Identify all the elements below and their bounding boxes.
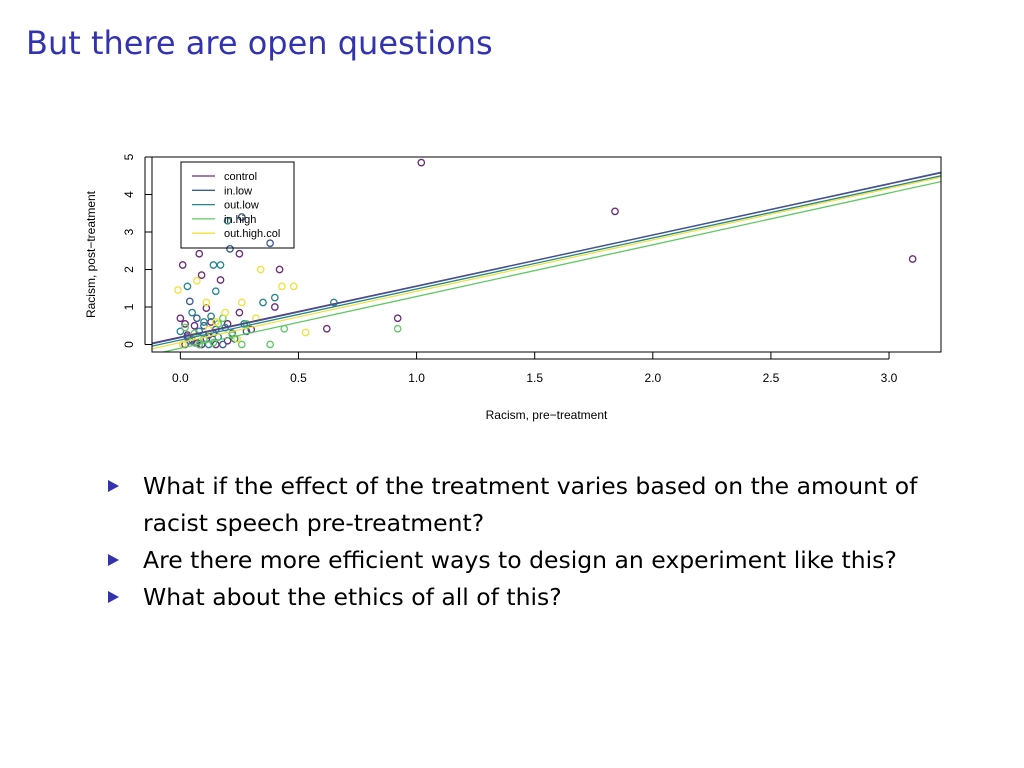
data-point <box>200 335 208 343</box>
y-axis-title: Racism, post−treatment <box>84 190 98 318</box>
data-point <box>204 340 213 349</box>
bullet-arrow-icon <box>108 554 119 566</box>
legend-box <box>180 161 295 249</box>
x-tick-label: 2.0 <box>644 371 661 385</box>
data-point <box>216 261 225 269</box>
y-tick-label: 0 <box>122 341 136 348</box>
data-point <box>178 261 187 269</box>
data-point <box>207 312 215 321</box>
legend-label: out.high.col <box>224 228 280 240</box>
data-point <box>216 276 225 284</box>
regression-line <box>152 171 941 345</box>
data-point <box>202 304 211 312</box>
data-point <box>176 314 185 323</box>
scatter-chart: 0.0 0.5 1.0 1.5 2.0 2.5 3.0 0 1 2 3 4 5 Racism, pre−t… <box>84 153 942 422</box>
y-tick-label: 1 <box>122 303 136 310</box>
bullet-text: Are there more efficient ways to design … <box>143 546 897 574</box>
data-point <box>219 340 227 349</box>
bullet-item: What about the ethics of all of this? <box>108 579 958 616</box>
bullet-item: What if the effect of the treatment vari… <box>108 468 958 542</box>
x-tick-label: 1.0 <box>408 371 425 385</box>
y-tick-label: 2 <box>122 266 136 273</box>
data-point <box>207 318 215 326</box>
data-point <box>259 298 267 307</box>
x-tick-label: 3.0 <box>881 371 898 385</box>
bullet-text: What if the effect of the treatment vari… <box>143 472 918 537</box>
data-point <box>289 282 298 291</box>
slide-title: But there are open questions <box>26 24 493 62</box>
legend-label: out.low <box>224 200 259 212</box>
regression-line <box>152 175 941 347</box>
data-point <box>235 249 244 258</box>
y-tick-label: 3 <box>122 228 136 235</box>
data-point <box>393 324 402 333</box>
legend-label: in.high <box>224 214 256 226</box>
y-tick-label: 5 <box>122 153 136 160</box>
data-point <box>209 261 218 269</box>
data-point <box>204 325 213 334</box>
data-point <box>270 303 279 311</box>
data-point <box>202 298 211 307</box>
legend-label: control <box>224 171 257 183</box>
y-tick-label: 4 <box>122 191 136 198</box>
x-tick-label: 2.5 <box>763 371 780 385</box>
data-point <box>278 282 286 291</box>
data-point <box>209 338 218 347</box>
data-point <box>200 321 208 330</box>
data-point <box>185 297 194 306</box>
data-point <box>237 213 246 221</box>
data-point <box>193 314 201 323</box>
data-point <box>181 320 189 328</box>
data-point <box>235 308 244 317</box>
data-point <box>211 287 220 296</box>
data-point <box>211 318 220 326</box>
x-tick-label: 0.0 <box>172 371 189 385</box>
x-tick-label: 0.5 <box>290 371 307 385</box>
data-point <box>417 158 426 167</box>
data-point <box>174 286 182 294</box>
regression-line <box>152 176 941 350</box>
data-point <box>611 207 619 216</box>
x-axis-title: Racism, pre−treatment <box>486 408 608 422</box>
data-point <box>393 314 402 323</box>
plot-frame <box>151 156 942 353</box>
data-point <box>237 298 246 307</box>
data-point <box>176 327 185 336</box>
data-point <box>181 323 189 332</box>
data-point <box>223 216 232 225</box>
bullet-text: What about the ethics of all of this? <box>143 583 562 611</box>
data-point <box>195 249 204 258</box>
regression-line <box>160 180 941 352</box>
data-point <box>322 324 331 333</box>
data-point <box>183 282 192 291</box>
bullet-list: What if the effect of the treatment vari… <box>108 468 958 616</box>
data-point <box>908 255 917 263</box>
bullet-arrow-icon <box>108 591 119 603</box>
data-point <box>226 245 234 253</box>
data-point <box>256 265 265 274</box>
data-point <box>275 265 284 274</box>
data-point <box>266 239 274 248</box>
data-point <box>266 340 274 349</box>
x-tick-label: 1.5 <box>526 371 543 385</box>
bullet-item: Are there more efficient ways to design … <box>108 542 958 579</box>
data-point <box>200 318 208 326</box>
data-point <box>188 308 197 317</box>
data-point <box>195 327 204 336</box>
data-point <box>193 276 201 285</box>
data-point <box>190 321 199 330</box>
data-point <box>237 340 246 349</box>
data-point <box>197 271 206 279</box>
data-point <box>270 293 279 302</box>
bullet-arrow-icon <box>108 480 119 492</box>
legend-label: in.low <box>224 185 252 197</box>
data-point <box>221 308 230 317</box>
data-point <box>301 328 310 337</box>
